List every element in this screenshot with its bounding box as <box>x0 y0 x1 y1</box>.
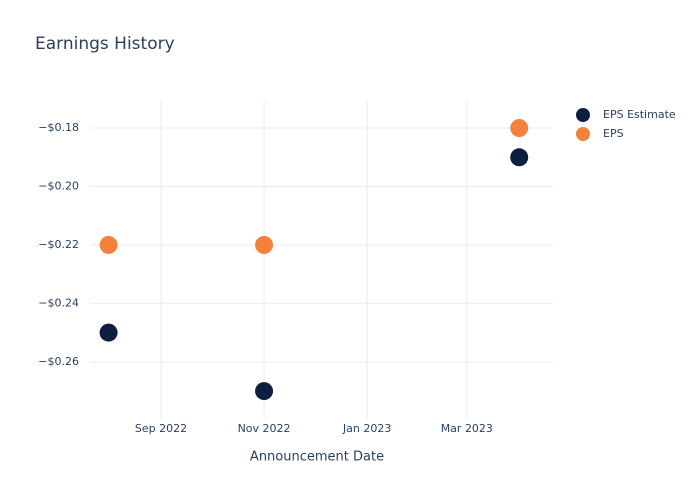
x-tick-label: Sep 2022 <box>135 422 187 435</box>
point <box>510 148 529 167</box>
y-tick-label: −$0.24 <box>38 296 79 309</box>
x-tick-label: Mar 2023 <box>441 422 493 435</box>
chart-title: Earnings History <box>35 34 175 54</box>
x-tick-label: Jan 2023 <box>342 422 391 435</box>
point <box>99 235 118 254</box>
x-tick-label: Nov 2022 <box>238 422 291 435</box>
y-tick-label: −$0.22 <box>38 238 79 251</box>
point <box>255 235 274 254</box>
point <box>510 119 529 138</box>
x-axis-title: Announcement Date <box>250 450 384 465</box>
y-tick-label: −$0.18 <box>38 121 79 134</box>
legend-label: EPS <box>603 127 624 140</box>
y-tick-label: −$0.26 <box>38 355 79 368</box>
legend-marker <box>576 108 590 122</box>
legend-label: EPS Estimate <box>603 108 676 121</box>
point <box>99 323 118 342</box>
legend-marker <box>576 127 590 141</box>
y-tick-label: −$0.20 <box>38 180 79 193</box>
point <box>255 382 274 401</box>
